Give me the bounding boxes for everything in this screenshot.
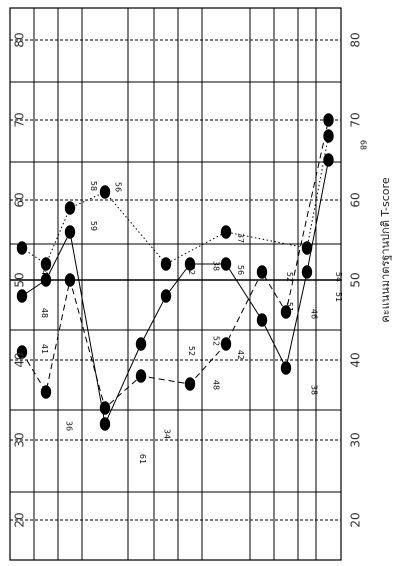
data-label-18: 42: [236, 350, 245, 360]
tick-label-right-20: 20: [349, 512, 363, 527]
point-dashed-10: [280, 305, 292, 319]
tick-label-left-40: 40: [13, 352, 27, 367]
data-label-9: 34: [163, 429, 172, 439]
point-solid-5: [135, 337, 147, 351]
tick-label-left-50: 50: [13, 272, 27, 287]
point-dotted-11: [301, 241, 313, 255]
data-labels: 54 41 48 36 58 59 56 61 34 32 52 42 38 52 48 37 56 42 52 51…: [40, 140, 368, 464]
point-solid-4: [99, 417, 111, 431]
point-solid-6: [160, 289, 172, 303]
tick-label-right-80: 80: [349, 32, 363, 47]
data-label-15: 48: [212, 380, 221, 390]
point-dashed-2: [40, 385, 52, 399]
point-solid-10: [280, 361, 292, 375]
plot-border: [9, 7, 342, 561]
tick-label-right-70: 70: [349, 112, 363, 127]
series-lines: [21, 119, 329, 426]
tick-label-right-30: 30: [349, 432, 363, 447]
tick-label-left-80: 80: [13, 32, 27, 47]
point-solid-3: [64, 225, 76, 239]
tick-label-left-60: 60: [13, 192, 27, 207]
point-dashed-9: [256, 265, 268, 279]
data-label-10: 32: [187, 265, 196, 275]
series-line-solid: [21, 159, 329, 426]
data-label-21: 46: [310, 309, 319, 319]
point-dotted-4: [99, 185, 111, 199]
plot-frame: [9, 7, 342, 561]
data-label-16: 37: [236, 233, 245, 243]
point-dashed-7: [184, 377, 196, 391]
axis-title: คะแนนมาตรฐานปกติ T-score: [379, 177, 392, 322]
data-label-7: 56: [114, 182, 123, 192]
data-label-25: 68: [359, 140, 368, 150]
point-dashed-8: [220, 337, 232, 351]
data-label-20: 51: [285, 302, 294, 312]
tick-label-left-30: 30: [13, 432, 27, 447]
data-label-2: 41: [40, 344, 49, 354]
point-dotted-8: [220, 225, 232, 239]
data-label-11: 52: [187, 346, 196, 356]
point-dashed-4: [99, 401, 111, 415]
point-dashed-12: [323, 113, 334, 127]
point-dotted-3: [64, 201, 76, 215]
series-line-dashed: [21, 119, 329, 409]
data-label-23: 51: [334, 292, 343, 302]
data-points: [16, 113, 334, 431]
point-dotted-2: [40, 257, 52, 271]
point-dashed-3: [64, 273, 76, 287]
tick-label-left-20: 20: [13, 512, 27, 527]
data-label-17: 56: [236, 265, 245, 275]
data-label-12: 42: [187, 378, 196, 388]
data-label-13: 38: [212, 261, 221, 271]
data-label-3: 48: [40, 308, 49, 318]
point-dotted-6: [160, 257, 172, 271]
data-label-8: 61: [138, 454, 147, 464]
tick-label-right-60: 60: [349, 192, 363, 207]
point-dotted-12: [323, 129, 334, 143]
tick-label-left-70: 70: [13, 112, 27, 127]
tick-label-right-50: 50: [349, 272, 363, 287]
point-dashed-1: [16, 345, 28, 359]
point-solid-11: [301, 265, 313, 279]
point-solid-7: [184, 257, 196, 271]
data-label-19: 52: [285, 272, 294, 282]
tick-labels: 20 20 30 30 40 40 50 50 60 60 70 70 80 80: [13, 32, 363, 527]
point-solid-8: [220, 257, 232, 271]
data-label-1: 54: [40, 265, 49, 275]
data-label-6: 59: [89, 221, 98, 231]
data-label-4: 36: [65, 421, 74, 431]
point-dashed-5: [135, 369, 147, 383]
data-label-24: 54: [334, 272, 343, 282]
tick-label-right-40: 40: [349, 352, 363, 367]
point-solid-12: [323, 153, 334, 167]
data-label-5: 58: [89, 181, 98, 191]
point-solid-2: [40, 273, 52, 287]
data-label-22: 38: [310, 385, 319, 395]
point-solid-1: [16, 289, 28, 303]
point-dotted-1: [16, 241, 28, 255]
point-solid-9: [256, 313, 268, 327]
data-label-14: 52: [212, 336, 221, 346]
